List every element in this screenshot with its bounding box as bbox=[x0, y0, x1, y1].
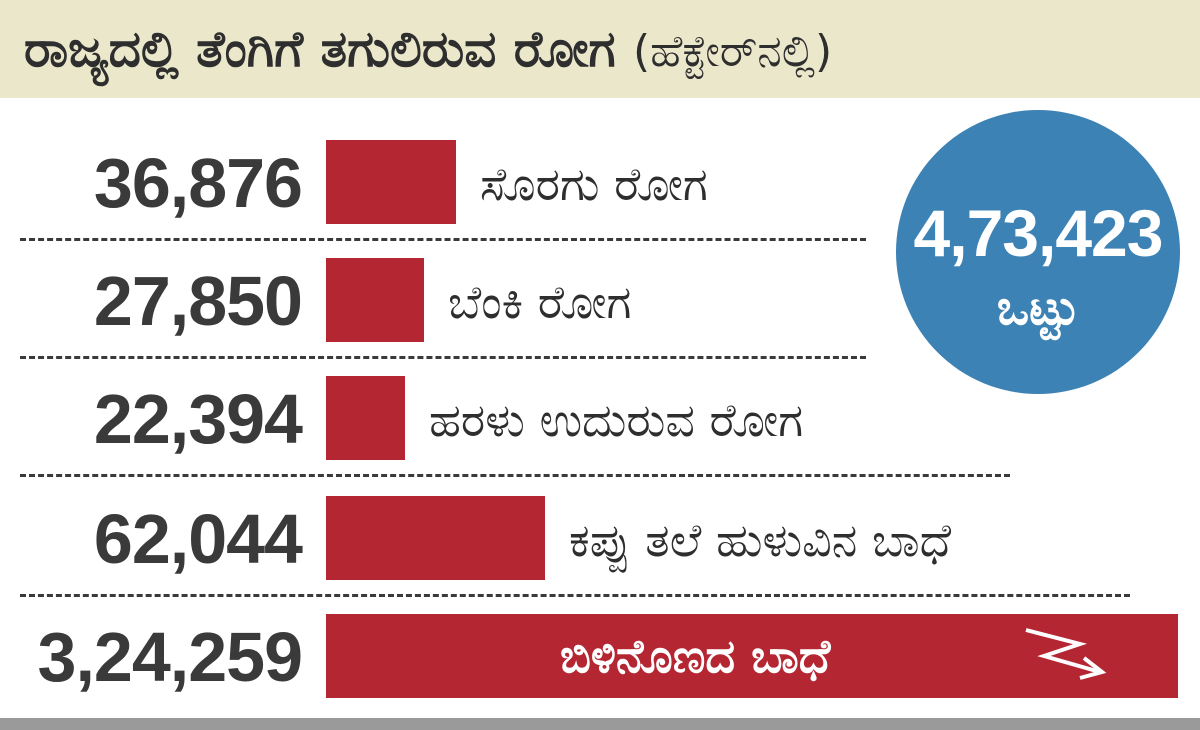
total-value: 4,73,423 bbox=[913, 196, 1164, 270]
total-circle: 4,73,423 ಒಟ್ಟು bbox=[896, 110, 1180, 394]
total-label: ಒಟ್ಟು bbox=[996, 280, 1080, 336]
bar bbox=[326, 614, 1178, 698]
header-banner: ರಾಜ್ಯದಲ್ಲಿ ತೆಂಗಿಗೆ ತಗುಲಿರುವ ರೋಗ (ಹೆಕ್ಟೇರ… bbox=[0, 0, 1200, 98]
category-label: ಹರಳು ಉದುರುವ ರೋಗ bbox=[429, 393, 804, 447]
value-label: 62,044 bbox=[93, 500, 303, 578]
title-text: ರಾಜ್ಯದಲ್ಲಿ ತೆಂಗಿಗೆ ತಗುಲಿರುವ ರೋಗ bbox=[24, 20, 616, 78]
category-label: ಕಪ್ಪು ತಲೆ ಹುಳುವಿನ ಬಾಧೆ bbox=[569, 513, 952, 567]
category-label: ಬೆಂಕಿ ರೋಗ bbox=[448, 275, 632, 329]
zigzag-break-arrow-icon bbox=[1025, 628, 1107, 680]
category-label: ಸೊರಗು ರೋಗ bbox=[480, 157, 708, 211]
bottom-rule bbox=[0, 718, 1200, 730]
title-unit: (ಹೆಕ್ಟೇರ್‌ನಲ್ಲಿ) bbox=[632, 26, 833, 77]
value-label: 3,24,259 bbox=[37, 618, 303, 696]
value-label: 27,850 bbox=[93, 262, 303, 340]
row-separator bbox=[20, 474, 1010, 477]
value-label: 36,876 bbox=[93, 144, 303, 222]
value-label: 22,394 bbox=[93, 380, 303, 458]
row-separator bbox=[20, 594, 1130, 597]
bar bbox=[326, 376, 405, 460]
row-separator bbox=[20, 356, 866, 359]
chart-title: ರಾಜ್ಯದಲ್ಲಿ ತೆಂಗಿಗೆ ತಗುಲಿರುವ ರೋಗ (ಹೆಕ್ಟೇರ… bbox=[24, 14, 832, 87]
bar bbox=[326, 140, 456, 224]
bar bbox=[326, 496, 545, 580]
category-label: ಬಿಳಿನೊಣದ ಬಾಧೆ bbox=[560, 629, 831, 683]
row-separator bbox=[20, 238, 866, 241]
bar bbox=[326, 258, 424, 342]
